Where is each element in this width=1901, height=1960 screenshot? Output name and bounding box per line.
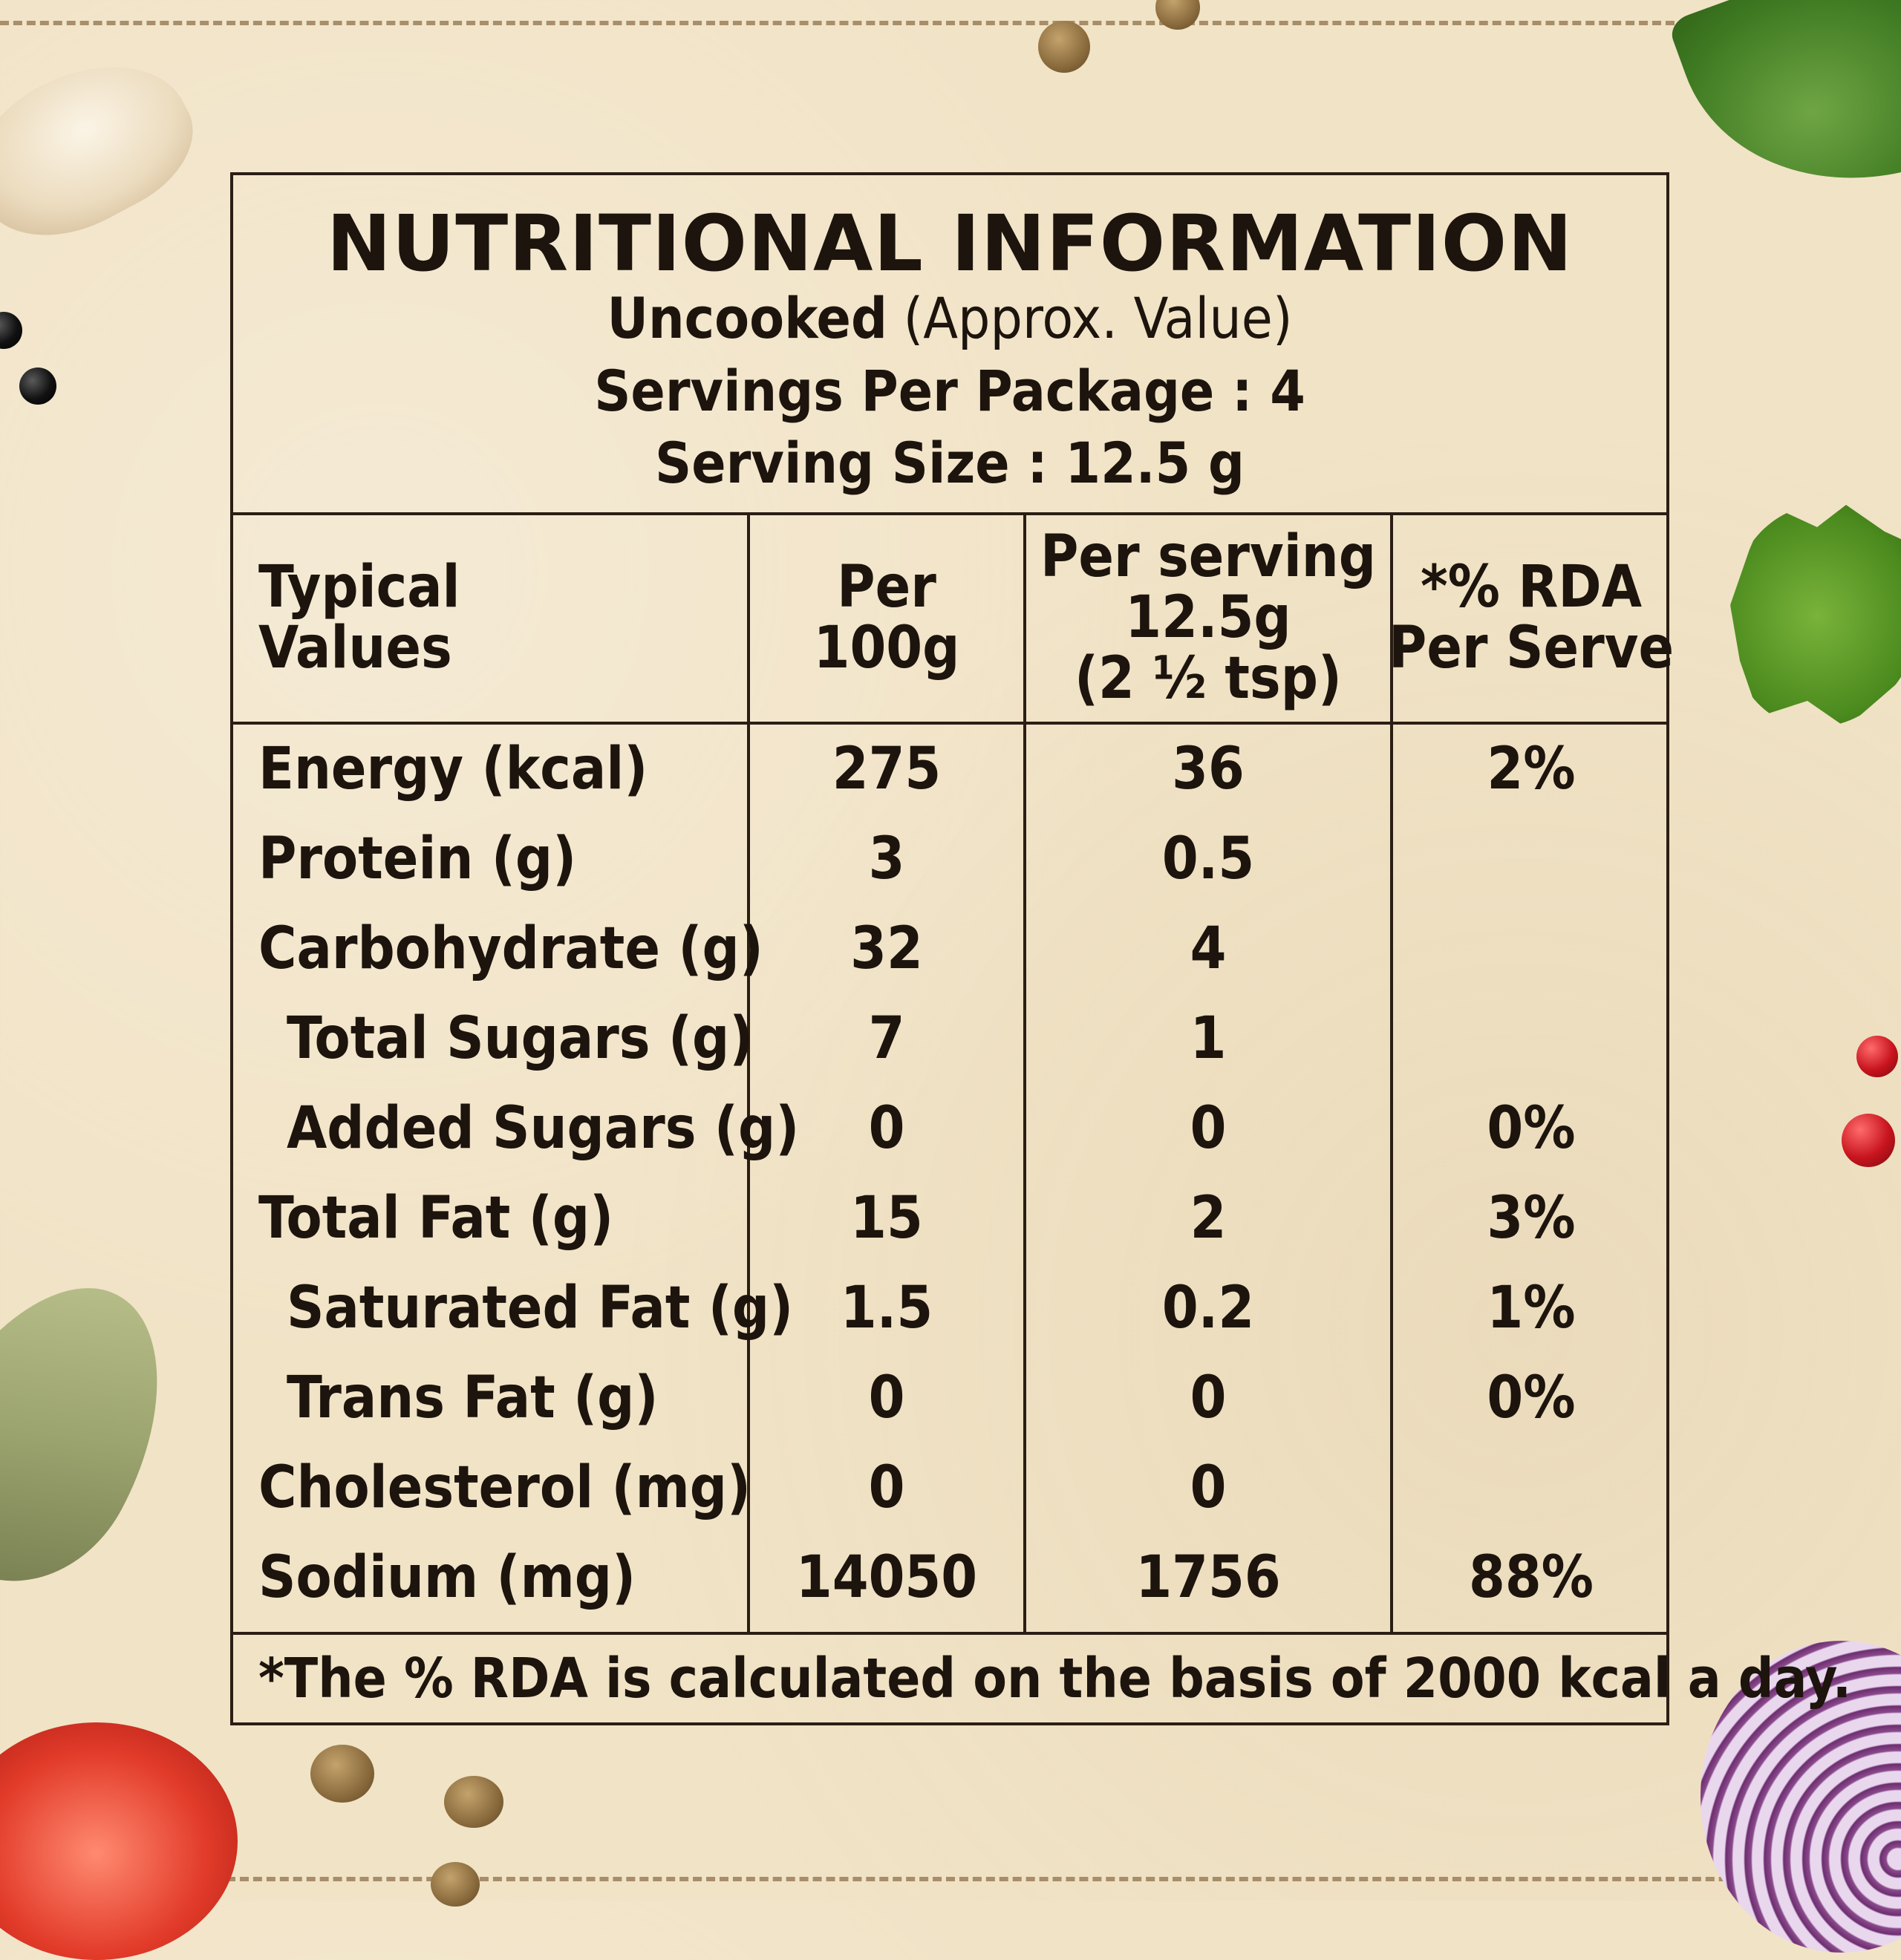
table-row: Total Fat (g) 15 2 3% <box>233 1174 1666 1264</box>
column-header-typical-values: Typical Values <box>258 515 734 722</box>
servings-per-package: Servings Per Package : 4 <box>594 358 1305 424</box>
nutrient-name: Energy (kcal) <box>258 736 648 803</box>
rda-value <box>1393 814 1669 904</box>
nutrition-facts-table: NUTRITIONAL INFORMATION Uncooked (Approx… <box>230 172 1851 1725</box>
column-header-text: (2 ½ tsp) <box>1074 644 1342 712</box>
column-header-text: 12.5g <box>1125 584 1291 652</box>
rda-value: 88% <box>1469 1544 1594 1611</box>
column-header-text: Per <box>837 554 936 621</box>
coriander-seed-image <box>431 1862 480 1907</box>
table-row: Energy (kcal) 275 36 2% <box>233 725 1666 814</box>
rda-value <box>1393 904 1669 994</box>
rda-value: 0% <box>1487 1365 1576 1431</box>
column-header-text: *% RDA <box>1420 554 1643 621</box>
coriander-seed-image <box>1038 21 1090 73</box>
pink-peppercorn-image <box>1842 1114 1895 1167</box>
rda-value: 0% <box>1487 1095 1576 1162</box>
uncooked-text: Uncooked <box>607 285 887 351</box>
nutrient-rows: Energy (kcal) 275 36 2% Protein (g) 3 0.… <box>233 725 1666 1632</box>
nutrient-name: Trans Fat (g) <box>287 1365 659 1431</box>
per-serving-value: 2 <box>1190 1185 1227 1252</box>
garlic-clove-image <box>0 30 215 267</box>
table-row: Total Sugars (g) 7 1 <box>233 994 1666 1084</box>
per-100g-value: 0 <box>868 1454 905 1521</box>
top-dashed-border <box>0 21 1901 25</box>
table-row: Carbohydrate (g) 32 4 <box>233 904 1666 994</box>
per-100g-value: 275 <box>832 736 942 803</box>
table-row: Sodium (mg) 14050 1756 88% <box>233 1533 1666 1623</box>
per-serving-value: 1756 <box>1135 1544 1281 1611</box>
table-row: Trans Fat (g) 0 0 0% <box>233 1353 1666 1443</box>
per-100g-value: 14050 <box>795 1544 978 1611</box>
per-serving-value: 0 <box>1190 1365 1227 1431</box>
rda-footnote: *The % RDA is calculated on the basis of… <box>258 1647 1852 1711</box>
bay-leaf-image <box>0 1246 210 1620</box>
label-title: NUTRITIONAL INFORMATION <box>326 198 1574 289</box>
per-serving-value: 4 <box>1190 915 1227 982</box>
nutrient-name: Protein (g) <box>258 826 577 892</box>
rda-value <box>1393 994 1669 1084</box>
column-header-text: 100g <box>813 615 960 682</box>
nutrient-name: Total Fat (g) <box>258 1185 614 1252</box>
per-serving-value: 0 <box>1190 1454 1227 1521</box>
black-peppercorn-image <box>0 312 22 349</box>
per-100g-value: 1.5 <box>840 1275 933 1342</box>
black-peppercorn-image <box>19 368 56 405</box>
nutrient-name: Saturated Fat (g) <box>287 1275 794 1342</box>
coriander-seed-image <box>444 1776 503 1828</box>
per-100g-value: 7 <box>868 1005 905 1072</box>
column-header-rda: *% RDA Per Serve <box>1389 515 1674 722</box>
bottom-dashed-border <box>0 1877 1901 1881</box>
column-header-text: Typical <box>258 554 460 621</box>
column-header-per-100g: Per 100g <box>750 515 1023 722</box>
label-footer: *The % RDA is calculated on the basis of… <box>233 1632 1851 1722</box>
table-row: Added Sugars (g) 0 0 0% <box>233 1084 1666 1174</box>
table-row: Cholesterol (mg) 0 0 <box>233 1443 1666 1533</box>
column-header-row: Typical Values Per 100g Per serving 12.5… <box>233 515 1674 725</box>
table-row: Protein (g) 3 0.5 <box>233 814 1666 904</box>
column-divider <box>1390 515 1393 1632</box>
table-row: Saturated Fat (g) 1.5 0.2 1% <box>233 1264 1666 1353</box>
rda-value: 2% <box>1487 736 1576 803</box>
column-header-text: Per serving <box>1040 523 1377 591</box>
nutrient-name: Cholesterol (mg) <box>258 1454 751 1521</box>
per-100g-value: 0 <box>868 1365 905 1431</box>
serving-size: Serving Size : 12.5 g <box>655 430 1245 496</box>
column-divider <box>1023 515 1026 1632</box>
rda-value: 3% <box>1487 1185 1576 1252</box>
per-serving-value: 0.2 <box>1161 1275 1255 1342</box>
column-header-per-serving: Per serving 12.5g (2 ½ tsp) <box>1026 515 1390 722</box>
approx-value-text: (Approx. Value) <box>887 285 1293 351</box>
label-subtitle: Uncooked (Approx. Value) <box>233 290 1666 347</box>
coriander-seed-image <box>310 1745 374 1803</box>
cilantro-leaf-image <box>1730 505 1901 728</box>
coriander-seed-image <box>1155 0 1200 30</box>
per-100g-value: 3 <box>868 826 905 892</box>
column-header-text: Per Serve <box>1388 615 1675 682</box>
per-100g-value: 0 <box>868 1095 905 1162</box>
basil-leaf-image <box>1666 0 1901 232</box>
per-serving-value: 36 <box>1172 736 1245 803</box>
nutrient-name: Sodium (mg) <box>258 1544 636 1611</box>
tomato-slice-image <box>0 1722 238 1960</box>
column-divider <box>747 515 750 1632</box>
per-serving-value: 0 <box>1190 1095 1227 1162</box>
per-serving-value: 1 <box>1190 1005 1227 1072</box>
rda-value: 1% <box>1487 1275 1576 1342</box>
label-header: NUTRITIONAL INFORMATION Uncooked (Approx… <box>233 175 1666 515</box>
pink-peppercorn-image <box>1856 1036 1898 1077</box>
rda-value <box>1393 1443 1669 1533</box>
per-serving-value: 0.5 <box>1161 826 1255 892</box>
nutrient-name: Total Sugars (g) <box>287 1005 754 1072</box>
column-header-text: Values <box>258 615 452 682</box>
per-100g-value: 15 <box>850 1185 923 1252</box>
per-100g-value: 32 <box>850 915 923 982</box>
nutrient-name: Added Sugars (g) <box>287 1095 800 1162</box>
nutrient-name: Carbohydrate (g) <box>258 915 763 982</box>
